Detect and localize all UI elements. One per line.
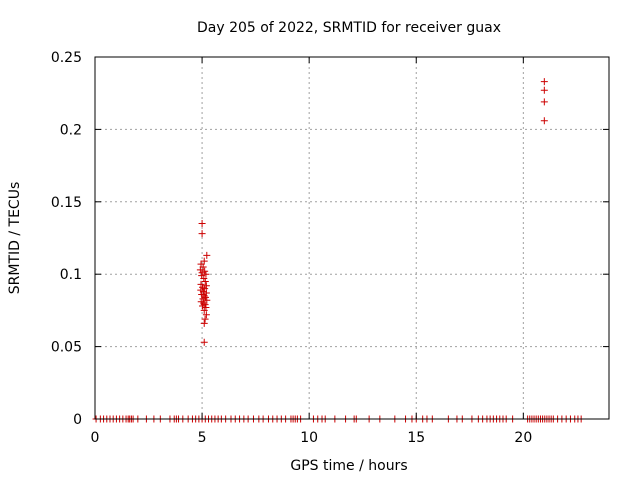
y-axis-label: SRMTID / TECUs xyxy=(7,182,23,295)
x-tick-label: 10 xyxy=(300,430,318,446)
data-point xyxy=(199,295,207,303)
y-tick-label: 0 xyxy=(73,412,82,428)
data-point xyxy=(200,275,208,283)
y-tick-label: 0.1 xyxy=(60,267,82,283)
data-point xyxy=(201,285,209,293)
data-point xyxy=(202,282,210,290)
plot-frame xyxy=(94,56,610,420)
data-point xyxy=(200,306,208,314)
data-point xyxy=(203,296,211,304)
x-axis-label: GPS time / hours xyxy=(290,458,407,474)
y-tick-label: 0.2 xyxy=(60,122,82,138)
data-point xyxy=(198,220,206,228)
data-point xyxy=(199,288,207,296)
data-point xyxy=(540,117,548,125)
data-point xyxy=(202,311,210,319)
y-tick-label: 0.05 xyxy=(51,340,82,356)
x-tick-label: 5 xyxy=(198,430,207,446)
data-point xyxy=(202,270,210,278)
x-tick-label: 0 xyxy=(91,430,100,446)
data-point xyxy=(540,78,548,86)
data-point xyxy=(200,299,208,307)
data-point xyxy=(200,257,208,265)
data-point xyxy=(201,277,209,285)
data-point xyxy=(198,230,206,238)
data-point xyxy=(540,98,548,106)
data-point xyxy=(200,292,208,300)
x-tick-label: 15 xyxy=(407,430,425,446)
data-point xyxy=(540,86,548,94)
chart-title: Day 205 of 2022, SRMTID for receiver gua… xyxy=(197,20,501,36)
y-tick-label: 0.25 xyxy=(51,50,82,66)
data-point xyxy=(200,338,208,346)
grid xyxy=(95,57,609,419)
x-tick-label: 20 xyxy=(514,430,532,446)
data-point xyxy=(203,251,211,259)
data-point xyxy=(201,315,209,323)
data-point xyxy=(196,266,204,274)
y-tick-label: 0.15 xyxy=(51,195,82,211)
data-point xyxy=(199,302,207,310)
data-point xyxy=(200,319,208,327)
axis-ticks: 0 5 10 15 20 0 0.05 0.1 0.15 0.2 0.25 xyxy=(51,50,609,446)
data-point xyxy=(202,304,210,312)
